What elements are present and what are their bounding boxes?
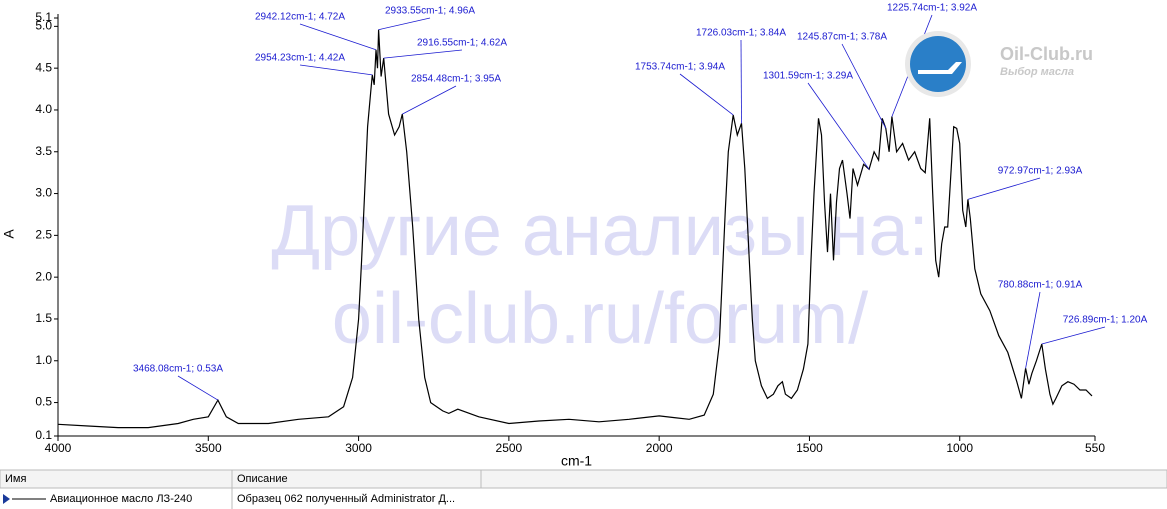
annotation-label: 2942.12cm-1; 4.72A — [255, 12, 345, 23]
annotation-label: 1245.87cm-1; 3.78A — [797, 32, 887, 43]
x-tick-label: 2500 — [496, 441, 523, 455]
annotation-label: 780.88cm-1; 0.91A — [998, 280, 1083, 291]
y-tick-label: 5.0 — [35, 19, 52, 33]
y-tick-label: 1.0 — [35, 353, 52, 367]
x-tick-label: 2000 — [646, 441, 673, 455]
annotation-label: 3468.08cm-1; 0.53A — [133, 364, 223, 375]
annotation-leader — [1025, 291, 1041, 369]
y-axis-label: A — [1, 229, 17, 239]
annotation-leader — [807, 82, 870, 170]
x-tick-label: 3000 — [345, 441, 372, 455]
spectrum-line — [57, 29, 1093, 429]
x-tick-label: 1000 — [946, 441, 973, 455]
y-tick-label: 2.0 — [35, 269, 52, 283]
table-cell[interactable]: Авиационное масло ЛЗ-240 — [50, 493, 192, 505]
y-tick-label: 4.0 — [35, 102, 52, 116]
annotation-label: 2933.55cm-1; 4.96A — [385, 6, 475, 17]
annotation-leader — [740, 39, 742, 124]
annotation-label: 1225.74cm-1; 3.92A — [887, 3, 977, 14]
annotation-leader — [299, 23, 377, 51]
y-tick-label: 0.5 — [35, 395, 52, 409]
annotation-label: 2916.55cm-1; 4.62A — [417, 38, 507, 49]
y-tick-label: 0.1 — [35, 428, 52, 442]
annotation-label: 972.97cm-1; 2.93A — [998, 166, 1083, 177]
watermark: Другие анализы на: — [271, 191, 928, 271]
table-cell[interactable]: Образец 062 полученный Administrator Д..… — [237, 493, 455, 505]
table-header-cell: Имя — [5, 473, 26, 485]
annotation-label: 1301.59cm-1; 3.29A — [763, 71, 853, 82]
annotation-leader — [1041, 326, 1106, 345]
y-tick-label: 1.5 — [35, 311, 52, 325]
logo-title: Oil-Club.ru — [1000, 44, 1093, 64]
table-header — [0, 469, 1167, 489]
annotation-leader — [383, 49, 463, 59]
annotation-leader — [378, 17, 431, 31]
annotation-label: 726.89cm-1; 1.20A — [1063, 315, 1148, 326]
row-marker — [3, 494, 10, 504]
table-header-cell: Описание — [237, 473, 288, 485]
annotation-leader — [299, 64, 373, 76]
plot: 0.1 0.5 1.0 1.5 2.0 2.5 3.0 3.5 4.0 4.5 5.05.1 4000… — [1, 3, 1148, 469]
annotation-leader — [177, 375, 219, 401]
annotation-label: 2954.23cm-1; 4.42A — [255, 53, 345, 64]
x-tick-label: 4000 — [45, 441, 72, 455]
x-axis-label: cm-1 — [561, 453, 592, 469]
annotation-label: 2854.48cm-1; 3.95A — [411, 74, 501, 85]
annotation-label: 1753.74cm-1; 3.94A — [635, 62, 725, 73]
logo-icon — [918, 62, 962, 74]
y-tick-label: 5.1 — [35, 10, 52, 24]
annotation-label: 1726.03cm-1; 3.84A — [696, 28, 786, 39]
logo-circle — [910, 36, 966, 92]
logo: Oil-Club.ru Выбор масла — [905, 31, 1093, 97]
x-tick-label: 1500 — [796, 441, 823, 455]
x-tick-label: 3500 — [195, 441, 222, 455]
y-tick-label: 3.5 — [35, 144, 52, 158]
x-tick-label: 550 — [1085, 441, 1105, 455]
annotation-leader — [679, 73, 734, 116]
watermark: oil-club.ru/forum/ — [332, 279, 868, 359]
annotation-leader — [402, 85, 457, 115]
annotation-leader — [967, 177, 1041, 200]
y-tick-label: 2.5 — [35, 228, 52, 242]
y-tick-label: 4.5 — [35, 60, 52, 74]
annotation-leader — [841, 43, 887, 129]
y-tick-label: 3.0 — [35, 186, 52, 200]
logo-subtitle: Выбор масла — [1000, 66, 1074, 78]
